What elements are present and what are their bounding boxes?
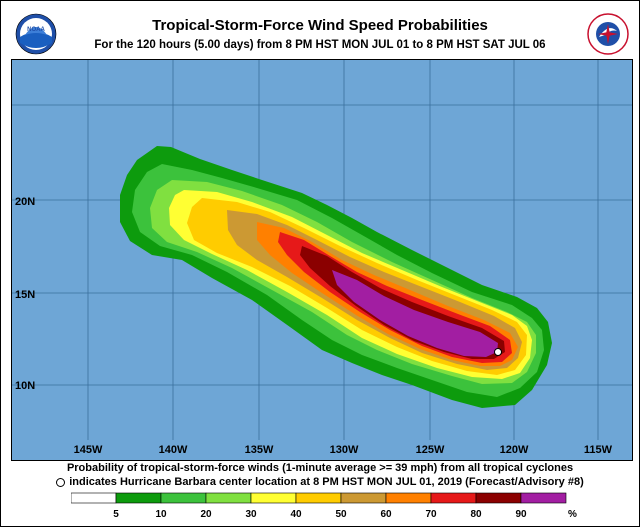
legend-swatch [71,492,117,504]
storm-center-marker [494,348,502,356]
legend-swatch [475,492,522,504]
latitude-labels: 20N 15N 10N [15,196,35,392]
noaa-logo-icon: NOAA [15,13,57,55]
svg-text:NOAA: NOAA [27,27,45,33]
lon-label: 145W [74,444,103,456]
legend-swatch [340,492,387,504]
legend-swatch [115,492,162,504]
legend-swatch [250,492,297,504]
legend-swatch [205,492,252,504]
legend-swatch [385,492,432,504]
header: NOAA Tropical-Storm-Force Wind Speed Pro… [1,1,639,59]
page-title: Tropical-Storm-Force Wind Speed Probabil… [152,17,488,34]
contour-90-percent [332,270,498,357]
lon-label: 115W [584,444,613,456]
legend-label: % [568,509,577,520]
legend-label: 30 [245,509,257,520]
nws-logo-icon [587,13,629,55]
color-legend: 5 10 20 30 40 50 60 70 80 90% [71,492,577,520]
legend-label: 90 [515,509,527,520]
legend-label: 5 [113,509,119,520]
lat-label: 15N [15,289,35,301]
lon-label: 140W [159,444,188,456]
legend-label: 50 [335,509,347,520]
storm-center-legend-icon [56,477,66,487]
caption-line-2: indicates Hurricane Barbara center locat… [1,476,639,488]
lon-label: 120W [500,444,529,456]
lat-label: 20N [15,196,35,208]
page-subtitle: For the 120 hours (5.00 days) from 8 PM … [94,39,546,51]
legend-label: 40 [290,509,302,520]
legend-label: 70 [425,509,437,520]
legend-label: 20 [200,509,212,520]
legend-swatch [430,492,477,504]
longitude-labels: 145W 140W 135W 130W 125W 120W 115W [74,444,613,456]
lat-label: 10N [15,380,35,392]
legend-swatch [160,492,207,504]
lon-label: 135W [245,444,274,456]
probability-map: 145W 140W 135W 130W 125W 120W 115W 20N 1… [11,59,633,461]
legend-label: 10 [155,509,167,520]
lon-label: 130W [330,444,359,456]
caption-line-1: Probability of tropical-storm-force wind… [66,462,574,474]
probability-contours [120,146,552,408]
caption-line-2-text: indicates Hurricane Barbara center locat… [69,476,584,488]
legend-label: 80 [470,509,482,520]
legend-swatch [295,492,342,504]
legend-label: 60 [380,509,392,520]
lon-label: 125W [416,444,445,456]
legend-swatch [520,492,567,504]
